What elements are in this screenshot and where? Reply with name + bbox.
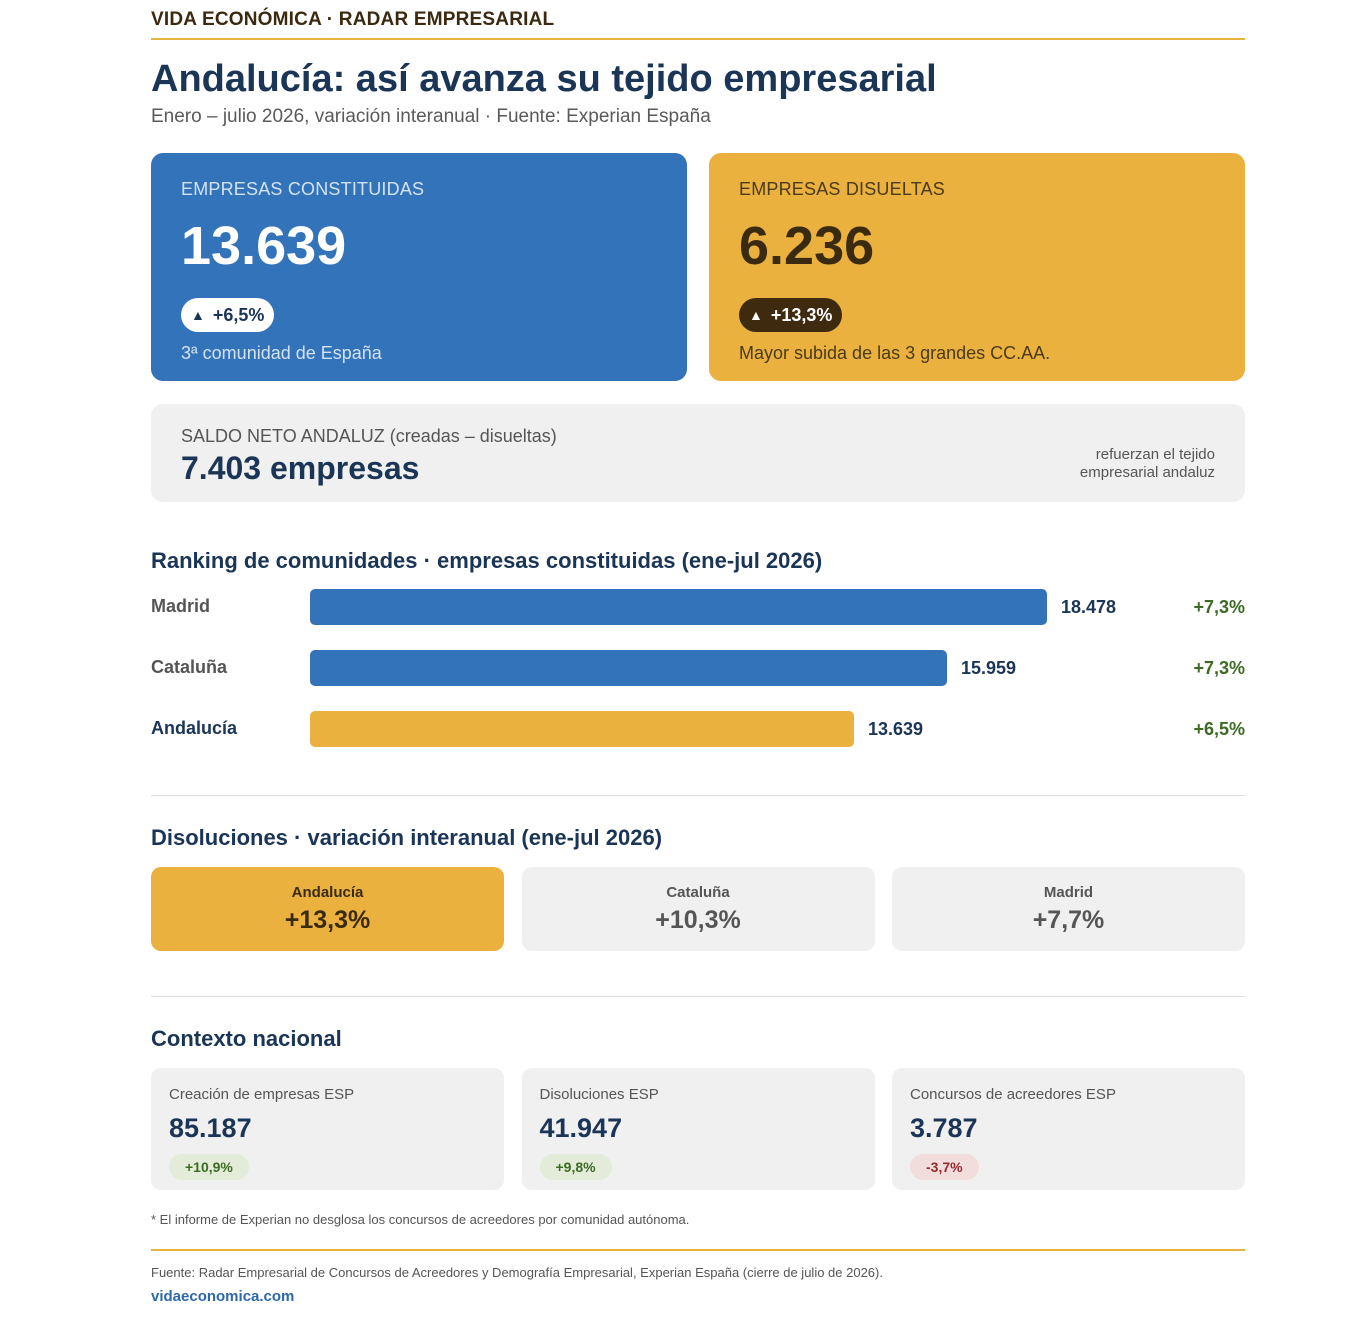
context-change-badge: -3,7% — [910, 1154, 979, 1180]
dissolution-value: +13,3% — [284, 906, 371, 934]
bar — [310, 589, 1047, 625]
bar-value: 15.959 — [961, 658, 1017, 678]
dissolution-region: Cataluña — [666, 884, 730, 901]
kicker: VIDA ECONÓMICA · RADAR EMPRESARIAL — [151, 9, 555, 30]
bar — [310, 711, 854, 747]
source-note: Fuente: Radar Empresarial de Concursos d… — [151, 1265, 883, 1280]
ranking-row: Madrid 18.478 +7,3% — [151, 589, 1245, 625]
saldo-side-line: refuerzan el tejido — [1095, 446, 1215, 463]
divider — [151, 795, 1245, 796]
bar-label: Madrid — [151, 596, 211, 616]
change-value: +13,3% — [770, 304, 833, 325]
ranking-row: Andalucía 13.639 +6,5% — [151, 711, 1245, 747]
card-label: EMPRESAS CONSTITUIDAS — [181, 179, 425, 199]
saldo-side-line: empresarial andaluz — [1079, 464, 1215, 481]
card-disueltas: EMPRESAS DISUELTAS 6.236 ▲ +13,3% Mayor … — [709, 153, 1245, 381]
context-box: Concursos de acreedores ESP 3.787 -3,7% — [892, 1068, 1245, 1190]
dissolution-box: Madrid +7,7% — [892, 867, 1245, 951]
context-label: Creación de empresas ESP — [169, 1086, 355, 1103]
bar-change: +7,3% — [1193, 597, 1245, 617]
context-value: 41.947 — [539, 1113, 623, 1143]
bottom-rule — [151, 1249, 1245, 1251]
page-title: Andalucía: así avanza su tejido empresar… — [151, 58, 937, 100]
context-change-badge: +9,8% — [539, 1154, 612, 1180]
card-note: 3ª comunidad de España — [181, 343, 382, 363]
dissolution-box: Cataluña +10,3% — [521, 867, 875, 951]
ranking-title: Ranking de comunidades · empresas consti… — [151, 548, 823, 573]
change-badge: ▲ +13,3% — [739, 298, 843, 332]
saldo-label: SALDO NETO ANDALUZ (creadas – disueltas) — [181, 426, 557, 446]
card-label: EMPRESAS DISUELTAS — [739, 179, 945, 199]
dissolution-region: Madrid — [1043, 884, 1094, 901]
divider — [151, 996, 1245, 997]
bar-value: 18.478 — [1061, 597, 1117, 617]
dissolution-region: Andalucía — [291, 884, 364, 901]
dissolution-value: +10,3% — [655, 906, 741, 934]
context-label: Concursos de acreedores ESP — [910, 1086, 1116, 1103]
change-badge: ▲ +6,5% — [181, 298, 275, 332]
context-change-badge: +10,9% — [169, 1154, 249, 1180]
arrow-up-icon: ▲ — [191, 307, 205, 323]
context-value: 3.787 — [910, 1113, 978, 1143]
bar-value: 13.639 — [868, 719, 924, 739]
arrow-up-icon: ▲ — [749, 307, 763, 323]
card-value: 6.236 — [739, 216, 875, 276]
card-constituidas: EMPRESAS CONSTITUIDAS 13.639 ▲ +6,5% 3ª … — [151, 153, 687, 381]
ranking-row: Cataluña 15.959 +7,3% — [151, 650, 1245, 686]
saldo-value: 7.403 empresas — [181, 450, 420, 486]
bar — [310, 650, 947, 686]
card-value: 13.639 — [181, 216, 347, 276]
context-box: Disoluciones ESP 41.947 +9,8% — [521, 1068, 875, 1190]
bar-label: Cataluña — [151, 657, 228, 677]
card-note: Mayor subida de las 3 grandes CC.AA. — [739, 343, 1051, 363]
footnote: * El informe de Experian no desglosa los… — [151, 1212, 690, 1227]
saldo-side-note: refuerzan el tejido empresarial andaluz — [1080, 446, 1215, 482]
page-subtitle: Enero – julio 2026, variación interanual… — [151, 106, 711, 127]
context-value: 85.187 — [169, 1113, 252, 1143]
saldo-panel: SALDO NETO ANDALUZ (creadas – disueltas)… — [151, 404, 1245, 502]
dissolutions-title: Disoluciones · variación interanual (ene… — [151, 825, 663, 850]
context-title: Contexto nacional — [151, 1026, 342, 1051]
bar-change: +6,5% — [1193, 719, 1245, 739]
context-label: Disoluciones ESP — [539, 1086, 659, 1103]
site-link[interactable]: vidaeconomica.com — [151, 1288, 295, 1305]
dissolution-value: +7,7% — [1032, 906, 1105, 934]
change-value: +6,5% — [212, 304, 265, 325]
bar-label: Andalucía — [151, 718, 238, 738]
context-box: Creación de empresas ESP 85.187 +10,9% — [151, 1068, 504, 1190]
bar-change: +7,3% — [1193, 658, 1245, 678]
top-rule — [151, 38, 1245, 40]
dissolution-box: Andalucía +13,3% — [151, 867, 504, 951]
